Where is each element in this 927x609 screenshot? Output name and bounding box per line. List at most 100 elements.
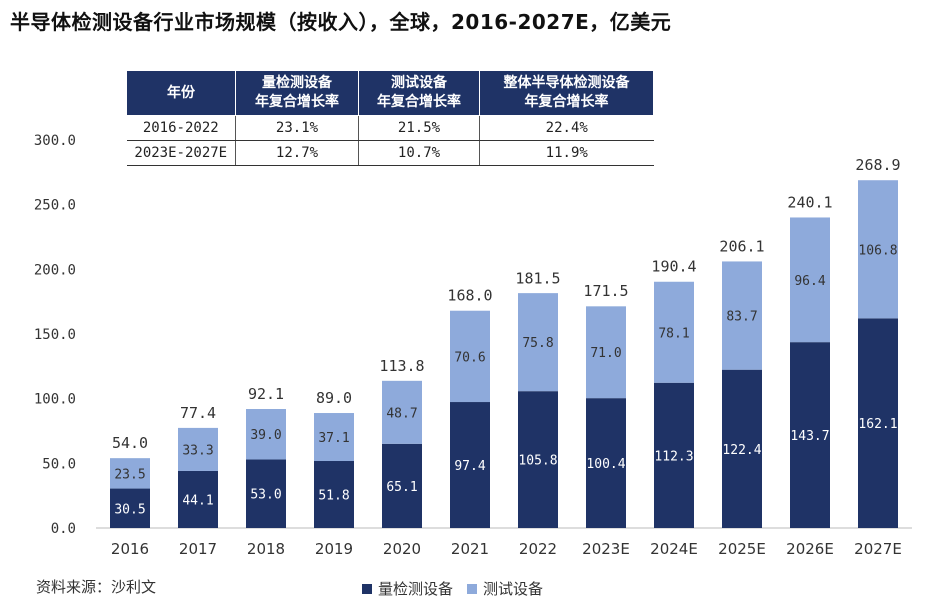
data-label-test: 37.1 [318,431,349,446]
cagr-header-year: 年份 [126,70,236,116]
data-label-total: 268.9 [855,156,900,174]
data-label-test: 83.7 [726,310,757,325]
data-label-measurement: 97.4 [454,459,485,474]
bars [110,180,898,528]
source-note: 资料来源：沙利文 [36,578,157,596]
data-label-measurement: 65.1 [386,480,417,495]
data-label-measurement: 105.8 [518,454,557,469]
legend-swatch-test [467,583,478,594]
x-tick-label: 2026E [786,540,834,558]
bar-test [518,293,558,392]
bar-test [586,306,626,399]
data-label-test: 75.8 [522,336,553,351]
cagr-header-overall: 整体半导体检测设备 年复合增长率 [479,70,654,116]
bar-test [178,427,218,471]
data-label-measurement: 143.7 [790,429,829,444]
bar-measurement [518,391,558,528]
data-label-measurement: 112.3 [654,449,693,464]
data-label-test: 78.1 [658,326,689,341]
x-tick-label: 2020 [383,540,421,558]
data-label-total: 181.5 [515,269,560,287]
data-label-measurement: 30.5 [114,502,145,517]
bar-measurement [722,369,762,528]
y-tick-label: 0.0 [51,521,76,537]
y-tick-label: 150.0 [34,327,76,343]
y-tick-label: 250.0 [34,198,76,214]
y-tick-label: 300.0 [34,133,76,149]
x-tick-label: 2017 [179,540,217,558]
data-label-test: 33.3 [182,443,213,458]
bar-test [858,180,898,319]
bar-measurement [382,443,422,528]
cagr-table-row: 2023E-2027E 12.7% 10.7% 11.9% [126,140,654,166]
data-label-measurement: 51.8 [318,489,349,504]
x-tick-label: 2018 [247,540,285,558]
x-tick-label: 2023E [582,540,630,558]
bar-measurement [314,461,354,528]
cagr-cell: 23.1% [235,115,359,141]
data-label-test: 23.5 [114,467,145,482]
bar-measurement [858,318,898,528]
cagr-table: 年份 量检测设备 年复合增长率 测试设备 年复合增长率 整体半导体检测设备 年复合增长… [126,70,654,166]
legend-label-test: 测试设备 [483,580,544,598]
x-tick-label: 2022 [519,540,557,558]
x-tick-label: 2019 [315,540,353,558]
cagr-cell: 12.7% [235,140,359,166]
data-label-total: 206.1 [719,237,764,255]
data-label-test: 70.6 [454,350,485,365]
cagr-cell: 22.4% [479,115,654,141]
data-label-total: 92.1 [248,385,284,403]
bar-test [246,409,286,460]
bar-test [382,380,422,444]
bar-measurement [178,470,218,528]
cagr-cell: 2023E-2027E [126,140,236,166]
bar-measurement [654,382,694,528]
data-labels: 30.5 23.5 54.0 44.1 33.3 77.4 53.0 39.0 92.1 51.8… [112,156,901,517]
data-label-total: 77.4 [180,404,216,422]
y-tick-label: 200.0 [34,262,76,278]
x-tick-label: 2021 [451,540,489,558]
y-tick-label: 100.0 [34,392,76,408]
y-tick-label: 50.0 [42,456,76,472]
cagr-cell: 21.5% [358,115,480,141]
data-label-total: 168.0 [447,287,492,305]
data-label-total: 171.5 [583,282,628,300]
legend-item-measurement: 量检测设备 [362,578,453,599]
legend-item-test: 测试设备 [467,578,543,599]
data-label-measurement: 162.1 [858,417,897,432]
data-label-total: 54.0 [112,434,148,452]
legend-label-measurement: 量检测设备 [378,580,454,598]
data-label-total: 113.8 [379,357,424,375]
data-label-test: 106.8 [858,243,897,258]
bar-test [790,217,830,343]
data-label-test: 39.0 [250,428,281,443]
legend-swatch-measurement [362,583,372,594]
data-label-test: 71.0 [590,346,621,361]
data-label-test: 96.4 [794,274,825,289]
bar-measurement [586,398,626,528]
data-label-measurement: 100.4 [586,457,625,472]
x-tick-label: 2024E [650,540,698,558]
cagr-cell: 11.9% [479,140,654,166]
bar-test [110,458,150,489]
cagr-table-row: 2016-2022 23.1% 21.5% 22.4% [126,115,654,141]
bar-test [722,261,762,370]
cagr-cell: 2016-2022 [126,115,236,141]
cagr-header-measurement: 量检测设备 年复合增长率 [235,70,359,116]
data-label-measurement: 53.0 [250,488,281,503]
cagr-header-test: 测试设备 年复合增长率 [358,70,480,116]
bar-measurement [110,488,150,528]
cagr-table-header-row: 年份 量检测设备 年复合增长率 测试设备 年复合增长率 整体半导体检测设备 年复合增长… [126,70,654,116]
cagr-cell: 10.7% [358,140,480,166]
chart-title: 半导体检测设备行业市场规模（按收入），全球，2016-2027E，亿美元 [10,10,672,34]
data-label-measurement: 122.4 [722,443,761,458]
data-label-total: 240.1 [787,193,832,211]
bar-test [654,281,694,383]
legend: 量检测设备 测试设备 [362,578,557,599]
bar-test [450,310,490,403]
data-label-total: 190.4 [651,258,696,276]
data-label-total: 89.0 [316,389,352,407]
bar-test [314,413,354,462]
bar-measurement [246,459,286,528]
